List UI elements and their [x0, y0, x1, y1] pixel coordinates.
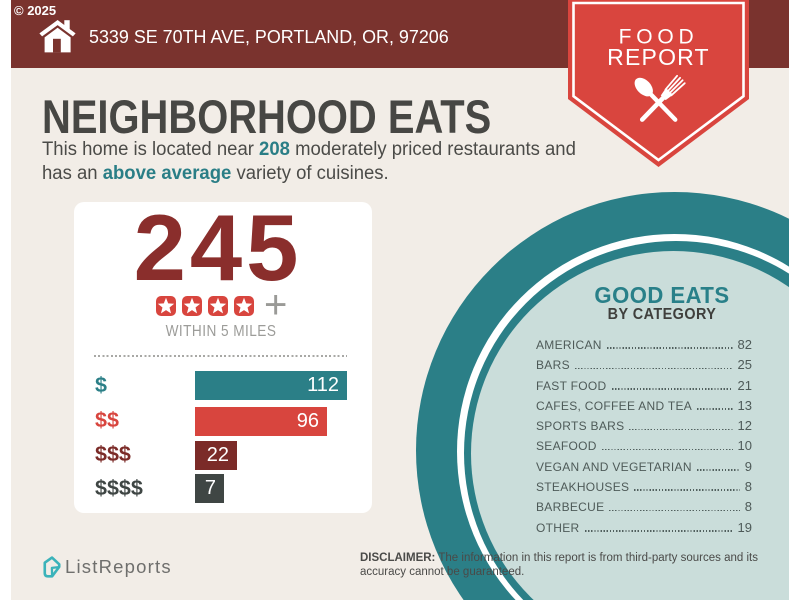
svg-text:FOOD: FOOD: [619, 26, 699, 49]
svg-text:REPORT: REPORT: [607, 44, 710, 70]
